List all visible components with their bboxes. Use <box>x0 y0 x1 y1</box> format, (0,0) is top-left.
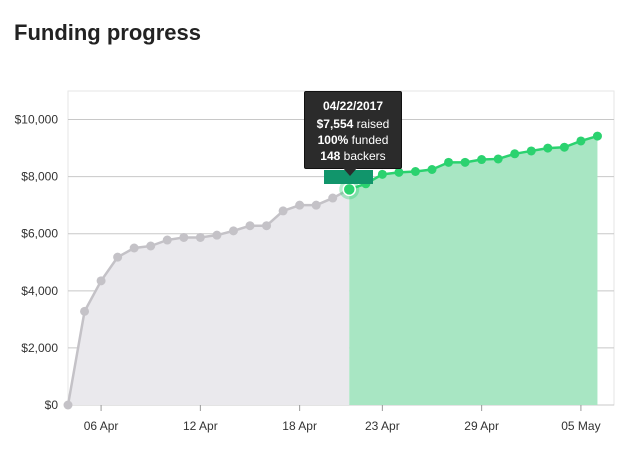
tooltip-raised-suffix: raised <box>353 117 390 131</box>
future-point <box>427 165 437 174</box>
data-points <box>63 131 602 410</box>
past-point <box>212 230 222 240</box>
past-point <box>195 232 205 242</box>
page-title: Funding progress <box>14 20 201 45</box>
y-tick-label: $10,000 <box>15 113 59 127</box>
past-point <box>295 200 305 210</box>
tooltip: 04/22/2017 $7,554 raised 100% funded 148… <box>304 91 402 169</box>
tooltip-raised-value: $7,554 <box>316 117 354 131</box>
x-tick-label: 06 Apr <box>84 419 119 433</box>
tooltip-raised: $7,554 raised <box>305 116 401 132</box>
past-point <box>262 221 272 231</box>
x-tick-label: 29 Apr <box>464 419 499 433</box>
future-point <box>576 136 586 146</box>
future-point <box>460 157 470 167</box>
past-point <box>113 252 123 262</box>
tooltip-backers: 148 backers <box>305 148 401 164</box>
tooltip-funded-suffix: funded <box>348 133 389 147</box>
future-point <box>493 154 503 164</box>
past-point <box>228 226 238 236</box>
future-area <box>349 136 598 406</box>
future-point <box>526 146 536 156</box>
future-point <box>543 143 553 153</box>
past-point <box>311 200 321 210</box>
tooltip-arrow <box>343 168 357 176</box>
future-point <box>592 131 602 141</box>
tooltip-funded-value: 100% <box>317 133 349 147</box>
tooltip-funded: 100% funded <box>305 132 401 148</box>
x-tick-label: 05 May <box>561 419 600 433</box>
future-point <box>510 149 520 159</box>
future-point <box>410 166 420 176</box>
past-point <box>63 400 73 410</box>
past-point <box>129 243 139 253</box>
past-point <box>80 306 90 316</box>
x-tick-label: 23 Apr <box>365 419 400 433</box>
past-area <box>68 189 350 405</box>
past-point <box>96 276 106 286</box>
x-tick-label: 12 Apr <box>183 419 218 433</box>
past-point <box>179 232 189 242</box>
future-point <box>559 142 569 152</box>
y-tick-label: $2,000 <box>21 341 58 355</box>
future-point <box>477 155 487 165</box>
tooltip-date: 04/22/2017 <box>322 99 384 113</box>
past-point <box>146 241 156 251</box>
future-line <box>348 134 598 191</box>
future-point <box>377 169 387 179</box>
past-point <box>245 221 255 231</box>
y-tick-label: $0 <box>45 398 59 412</box>
future-point <box>394 167 404 177</box>
area-fills <box>68 136 598 406</box>
y-tick-label: $8,000 <box>21 170 58 184</box>
y-tick-label: $4,000 <box>21 284 58 298</box>
x-tick-label: 18 Apr <box>282 419 317 433</box>
highlight-point <box>342 182 357 197</box>
past-point <box>328 193 338 203</box>
tooltip-backers-value: 148 <box>320 149 341 163</box>
past-point <box>162 235 172 245</box>
axis-labels: $0 $2,000 $4,000 $6,000 $8,000 $10,000 06 Apr 1… <box>15 113 601 433</box>
future-point <box>444 157 454 167</box>
tooltip-backers-suffix: backers <box>340 149 386 163</box>
y-tick-label: $6,000 <box>21 227 58 241</box>
current-marker-tag <box>324 170 373 184</box>
past-point <box>278 206 288 216</box>
